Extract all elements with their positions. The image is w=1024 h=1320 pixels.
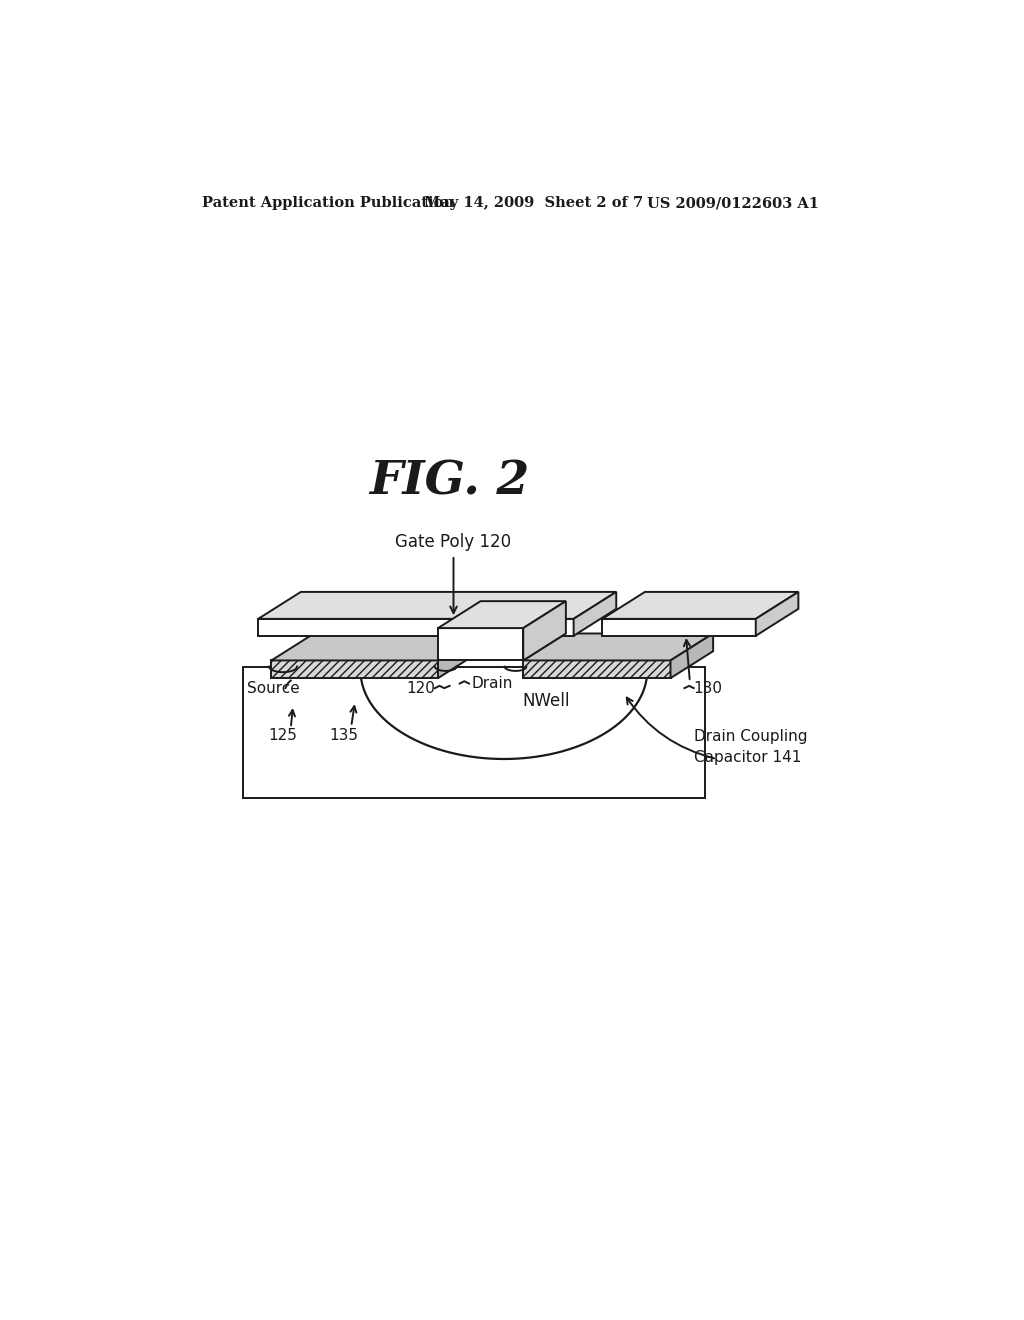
Polygon shape [602, 619, 756, 636]
Text: May 14, 2009  Sheet 2 of 7: May 14, 2009 Sheet 2 of 7 [424, 197, 643, 210]
Text: Gate Poly 120: Gate Poly 120 [395, 533, 512, 552]
Text: Source: Source [247, 681, 299, 696]
Polygon shape [671, 634, 713, 678]
Text: 125: 125 [268, 729, 297, 743]
Polygon shape [438, 634, 480, 678]
Text: 135: 135 [329, 729, 358, 743]
Polygon shape [271, 660, 438, 678]
Text: 120: 120 [407, 681, 435, 696]
Polygon shape [523, 660, 671, 678]
Polygon shape [523, 601, 566, 660]
Polygon shape [258, 619, 573, 636]
Polygon shape [438, 628, 523, 660]
Polygon shape [573, 591, 616, 636]
Polygon shape [271, 634, 480, 660]
Polygon shape [523, 634, 713, 660]
Polygon shape [602, 591, 799, 619]
Text: FIG. 2: FIG. 2 [370, 459, 529, 504]
Polygon shape [438, 601, 566, 628]
Text: NWell: NWell [522, 692, 570, 710]
Polygon shape [258, 591, 616, 619]
Text: Patent Application Publication: Patent Application Publication [202, 197, 454, 210]
Bar [243, 667, 706, 797]
Text: US 2009/0122603 A1: US 2009/0122603 A1 [647, 197, 819, 210]
Text: Drain: Drain [471, 676, 513, 692]
Text: 130: 130 [693, 681, 723, 696]
Text: Drain Coupling
Capacitor 141: Drain Coupling Capacitor 141 [693, 730, 807, 766]
Polygon shape [756, 591, 799, 636]
